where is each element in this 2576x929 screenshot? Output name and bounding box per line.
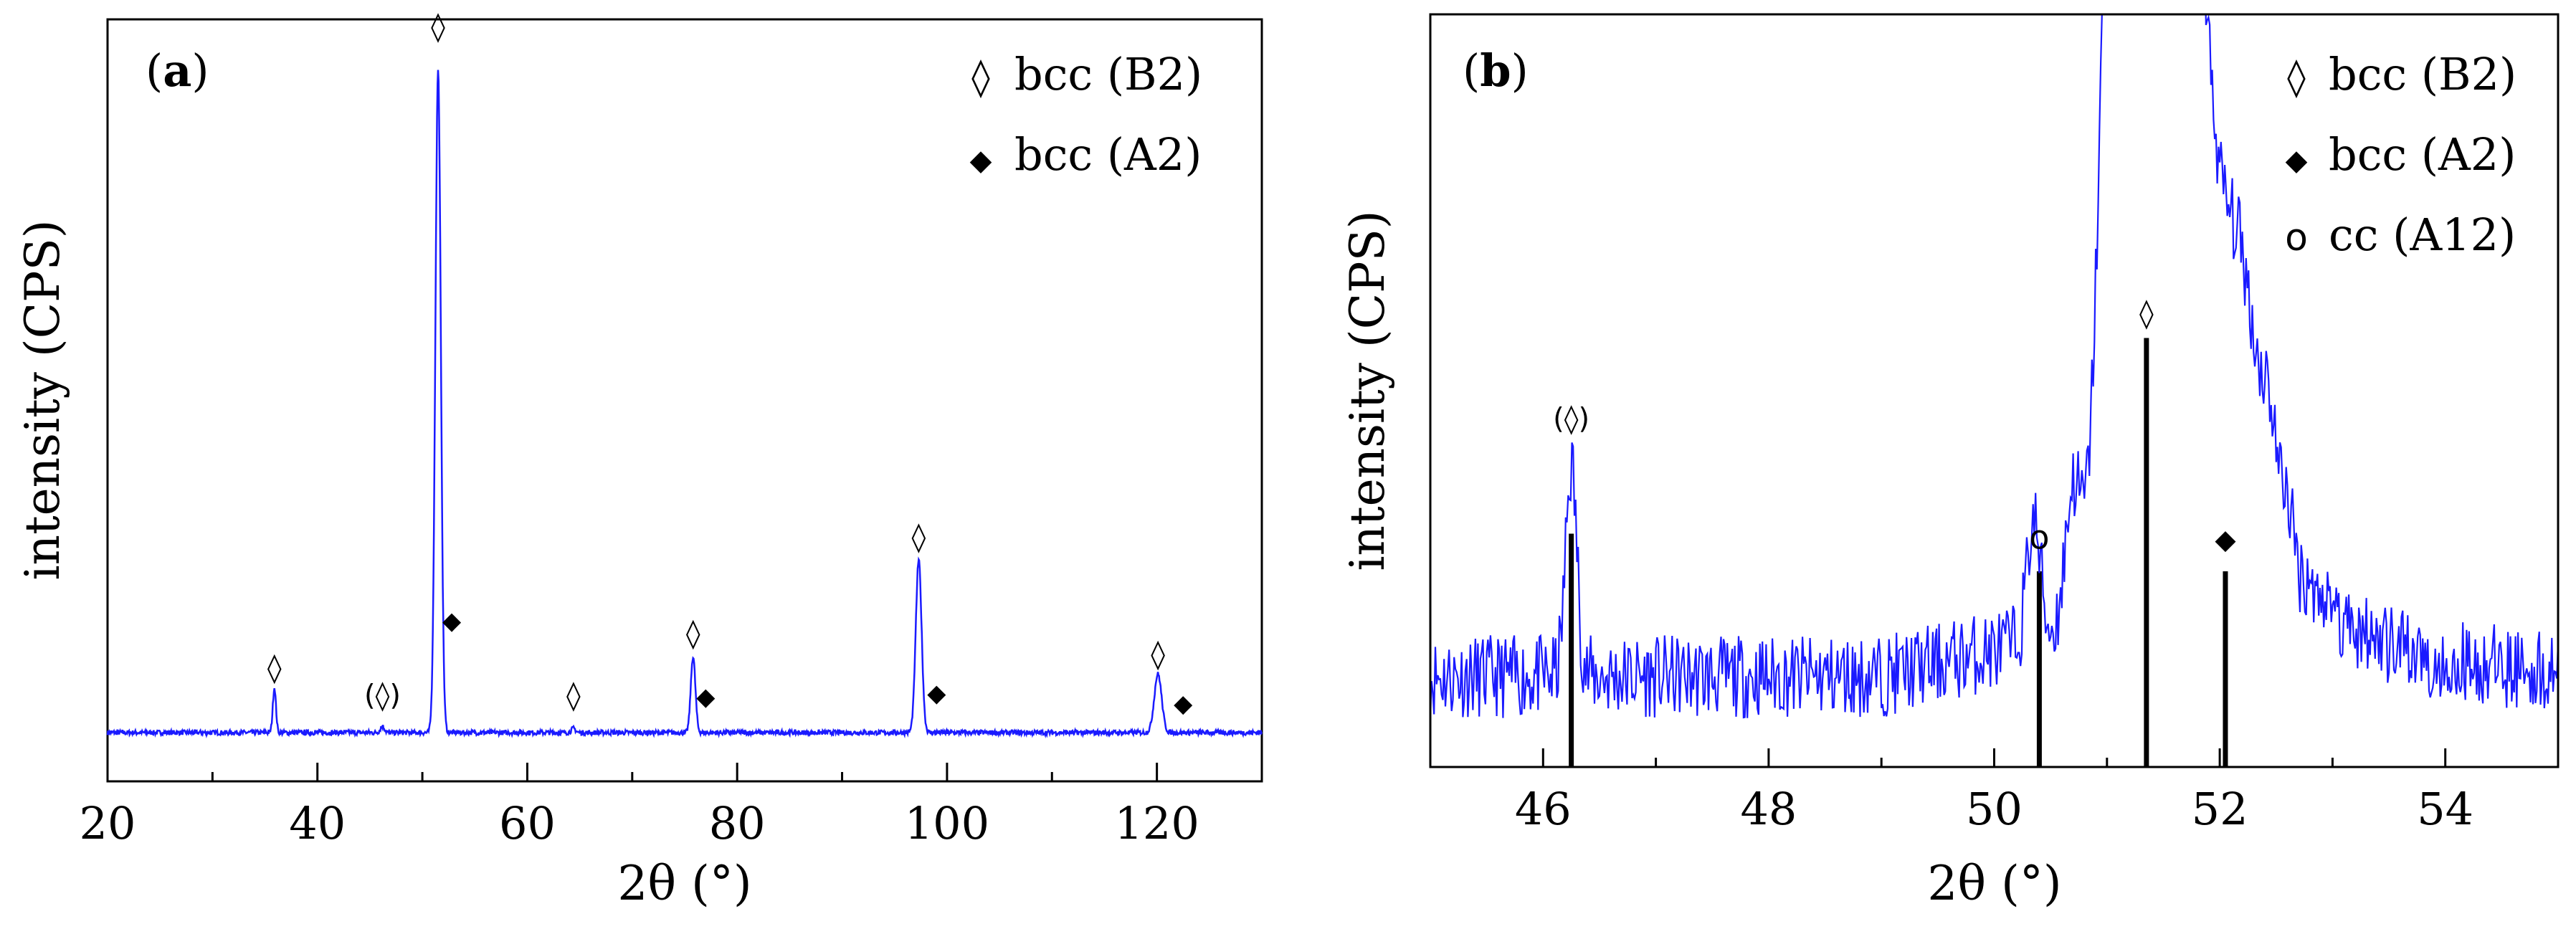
panel-b-legend-label: bcc (B2)	[2329, 48, 2516, 100]
panel-b-xrd-trace	[1430, 14, 2558, 719]
panel-a-peak-marker: ◊	[431, 10, 445, 43]
panel-b-peak-marker: ◆	[2215, 524, 2236, 556]
panel-a-x-ticks	[106, 763, 1159, 781]
panel-a-peak-marker: ◊	[1151, 638, 1165, 671]
panel-a-xrd-trace	[106, 70, 1263, 739]
panel-a-x-tick-label-60: 60	[499, 797, 556, 849]
panel-a-peak-marker: ◆	[1174, 690, 1193, 718]
panel-b-x-tick-label-52: 52	[2192, 783, 2248, 835]
panel-a-legend-label: bcc (A2)	[1014, 128, 1202, 181]
panel-b-x-tick-label-50: 50	[1966, 783, 2023, 835]
panel-a-peak-marker: ◊	[566, 680, 581, 713]
panel-b-peak-marker: ◊	[2139, 297, 2154, 330]
panel-a-x-axis-title: 2θ (°)	[617, 856, 751, 911]
panel-a-peak-marker: ◊	[267, 652, 282, 685]
panel-a-peak-marker: ◊	[912, 520, 926, 553]
panel-b-legend: ◊ bcc (B2) ◆ bcc (A2) o cc (A12)	[2285, 48, 2516, 261]
panel-b-peak-markers: (◊) o ◊ ◆	[1553, 297, 2236, 557]
panel-b-label-letter: b	[1480, 44, 1511, 97]
panel-a-legend-symbol: ◆	[970, 144, 992, 177]
panel-a-x-tick-label-100: 100	[905, 797, 989, 849]
panel-a-plot-frame	[106, 18, 1263, 783]
panel-b-x-ticks	[1429, 748, 2560, 767]
panel-b-legend-symbol: ◆	[2286, 144, 2308, 177]
panel-a-y-axis-title: intensity (CPS)	[15, 219, 70, 580]
panel-a-peak-marker: ◆	[442, 607, 462, 636]
panel-b-peak-marker: (◊)	[1553, 403, 1589, 436]
panel-b-x-tick-labels: 46 48 50 52 54	[1515, 783, 2473, 835]
panel-a-x-tick-label-120: 120	[1114, 797, 1199, 849]
panel-a-x-tick-label-80: 80	[709, 797, 766, 849]
panel-b-legend-label: bcc (A2)	[2329, 128, 2516, 181]
panel-a-x-tick-label-40: 40	[289, 797, 346, 849]
panel-b-reference-lines	[1569, 338, 2228, 767]
panel-b-legend-label: cc (A12)	[2329, 209, 2516, 261]
panel-b-peak-marker: o	[2029, 518, 2049, 557]
panel-b: (◊) o ◊ ◆ 46 48 50 52 54 (b) ◊ bcc (B2) ◆ bcc (A2)…	[1340, 13, 2560, 911]
panel-a-peak-markers: ◊ (◊) ◊ ◆ ◊ ◊ ◆ ◊ ◆ ◊ ◆	[267, 10, 1193, 718]
panel-a-x-tick-label-20: 20	[80, 797, 136, 849]
panel-a: 20 40 60 80 100 120 ◊ (◊) ◊ ◆ ◊ ◊ ◆ ◊ ◆ ◊ ◆ (a) ◊ bcc (B…	[15, 10, 1263, 911]
panel-b-x-tick-label-46: 46	[1515, 783, 1572, 835]
panel-b-legend-symbol: o	[2285, 216, 2308, 259]
panel-a-label: (a)	[146, 44, 209, 97]
panel-a-peak-marker: ◆	[927, 680, 946, 708]
panel-a-x-tick-labels: 20 40 60 80 100 120	[80, 797, 1199, 849]
panel-a-legend-label: bcc (B2)	[1014, 48, 1202, 100]
panel-b-y-axis-title: intensity (CPS)	[1340, 210, 1395, 571]
panel-a-peak-marker: (◊)	[364, 680, 401, 713]
panel-a-peak-marker: ◊	[686, 617, 700, 650]
panel-b-x-tick-label-48: 48	[1740, 783, 1797, 835]
panel-a-label-letter: a	[163, 44, 191, 97]
panel-a-peak-marker: ◆	[696, 683, 716, 712]
panel-b-label: (b)	[1463, 44, 1529, 97]
panel-b-x-tick-label-54: 54	[2417, 783, 2473, 835]
panel-a-legend-symbol: ◊	[971, 56, 990, 99]
panel-b-legend-symbol: ◊	[2287, 56, 2306, 99]
panel-a-legend: ◊ bcc (B2) ◆ bcc (A2)	[970, 48, 1203, 181]
panel-b-x-axis-title: 2θ (°)	[1927, 856, 2061, 911]
